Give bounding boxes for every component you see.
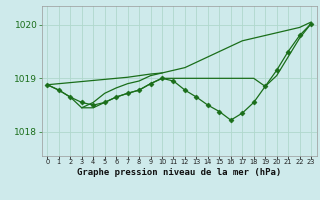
X-axis label: Graphe pression niveau de la mer (hPa): Graphe pression niveau de la mer (hPa) bbox=[77, 168, 281, 177]
